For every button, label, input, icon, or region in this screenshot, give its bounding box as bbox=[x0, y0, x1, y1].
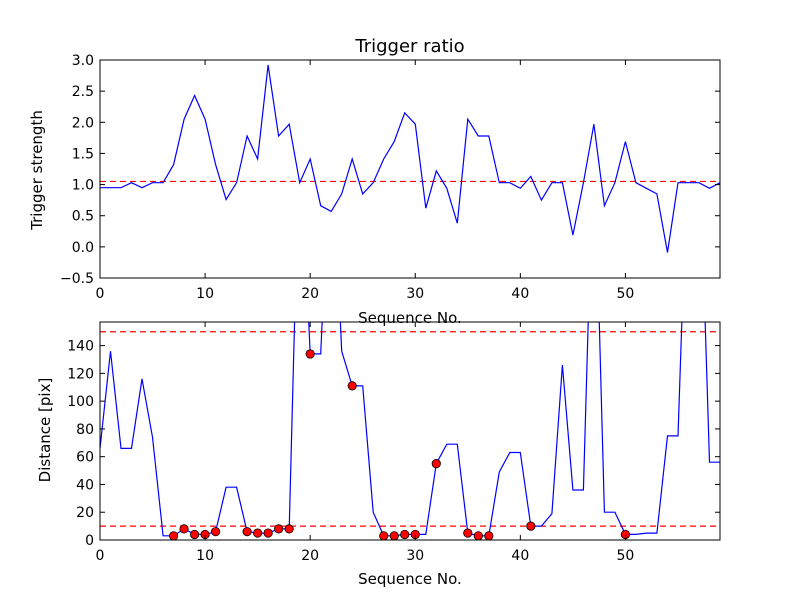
series-line bbox=[100, 64, 720, 253]
x-tick-label: 20 bbox=[301, 286, 319, 302]
data-point-marker bbox=[473, 531, 483, 540]
y-axis-label: Distance [pix] bbox=[36, 378, 54, 483]
data-point-marker bbox=[274, 524, 284, 534]
data-point-marker bbox=[431, 459, 441, 469]
x-tick-label: 50 bbox=[617, 286, 635, 302]
data-point-marker bbox=[168, 531, 179, 540]
trigger-ratio-chart: Trigger ratio Trigger strength Sequence … bbox=[28, 36, 721, 327]
x-tick-label: 30 bbox=[406, 286, 424, 302]
x-tick-label: 20 bbox=[301, 548, 319, 564]
data-point-marker bbox=[463, 528, 473, 538]
chart-title: Trigger ratio bbox=[354, 36, 464, 57]
series-line bbox=[100, 322, 720, 537]
y-tick-label: 0.5 bbox=[72, 209, 94, 225]
axes-frame bbox=[99, 59, 721, 279]
distance-chart: Distance [pix] Sequence No. 0 10 20 30 40 500… bbox=[36, 321, 721, 588]
y-tick-label: 60 bbox=[76, 450, 94, 466]
plot-area: 0 10 20 30 40 50 −0.5 0.0 0.5 1.0 1.5 2.0 2.5 3.0 bbox=[60, 53, 721, 302]
x-tick-label: 30 bbox=[406, 548, 424, 564]
x-tick-label: 40 bbox=[511, 286, 529, 302]
y-tick-label: 120 bbox=[67, 366, 94, 382]
y-tick-label: 3.0 bbox=[72, 53, 94, 69]
x-tick-label: 10 bbox=[196, 286, 214, 302]
y-axis-label: Trigger strength bbox=[28, 110, 46, 231]
data-point-marker bbox=[263, 528, 273, 538]
y-tick-label: 2.5 bbox=[72, 84, 94, 100]
x-axis-label: Sequence No. bbox=[358, 309, 462, 327]
y-tick-label: 0 bbox=[85, 533, 94, 549]
x-tick-label: 0 bbox=[96, 548, 105, 564]
data-point-marker bbox=[484, 531, 494, 540]
data-point-marker bbox=[242, 527, 252, 537]
y-tick-label: 20 bbox=[76, 505, 94, 521]
y-tick-label: 1.0 bbox=[72, 178, 94, 194]
data-point-marker bbox=[189, 529, 200, 540]
data-point-marker bbox=[400, 529, 410, 540]
plot-content bbox=[100, 322, 720, 540]
plot-content bbox=[100, 64, 720, 253]
data-point-marker bbox=[347, 381, 357, 391]
data-point-marker bbox=[210, 527, 221, 537]
data-point-marker bbox=[389, 531, 399, 540]
data-point-marker bbox=[179, 524, 189, 534]
plot-area: 0 10 20 30 40 50 0 20 40 60 80 100 120 140 bbox=[67, 321, 721, 564]
data-point-marker bbox=[253, 528, 263, 538]
y-tick-label: −0.5 bbox=[60, 271, 94, 287]
x-tick-label: 10 bbox=[196, 548, 214, 564]
x-axis-label: Sequence No. bbox=[358, 570, 462, 588]
x-tick-label: 40 bbox=[511, 548, 529, 564]
x-tick-label: 0 bbox=[96, 286, 105, 302]
data-point-marker bbox=[284, 524, 294, 534]
data-point-marker bbox=[305, 349, 315, 359]
y-tick-label: 140 bbox=[67, 339, 94, 355]
y-tick-label: 100 bbox=[67, 394, 94, 410]
y-tick-label: 80 bbox=[76, 422, 94, 438]
y-tick-label: 1.5 bbox=[72, 146, 94, 162]
x-tick-label: 50 bbox=[617, 548, 635, 564]
y-tick-label: 0.0 bbox=[72, 240, 94, 256]
axes-frame bbox=[99, 321, 721, 541]
data-point-marker bbox=[526, 521, 536, 531]
data-point-marker bbox=[379, 531, 389, 540]
y-tick-label: 40 bbox=[76, 477, 94, 493]
y-tick-label: 2.0 bbox=[72, 115, 94, 131]
